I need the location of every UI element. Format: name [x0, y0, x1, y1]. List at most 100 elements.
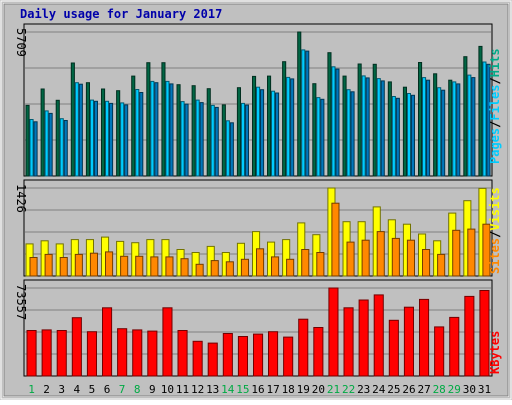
x-tick-label-day-7: 7	[119, 383, 126, 396]
legend-separator-3: /	[488, 231, 502, 238]
pages-files-hits-bar-hits-day-14	[221, 104, 226, 177]
panel-pages-files-hits-ymax-label: 5709	[14, 28, 28, 57]
legend-sites: Sites	[488, 238, 502, 274]
pages-files-hits-bar-hits-day-16	[252, 75, 257, 177]
kbytes-bar-kbytes-day-21	[328, 287, 339, 377]
x-tick-label-day-9: 9	[149, 383, 156, 396]
kbytes-bar-kbytes-day-29	[449, 316, 460, 377]
pages-files-hits-bar-hits-day-23	[357, 63, 362, 177]
x-tick-label-day-30: 30	[463, 383, 476, 396]
pages-files-hits-bar-pages-day-19	[305, 50, 310, 177]
pages-files-hits-bar-pages-day-26	[410, 94, 415, 177]
pages-files-hits-bar-pages-day-1	[33, 121, 38, 177]
pages-files-hits-bar-hits-day-1	[25, 104, 30, 177]
kbytes-bar-kbytes-day-23	[358, 299, 369, 377]
pages-files-hits-bar-hits-day-5	[85, 82, 91, 177]
pages-files-hits-bar-hits-day-7	[116, 90, 121, 177]
kbytes-bar-kbytes-day-6	[102, 307, 113, 377]
x-tick-label-day-6: 6	[104, 383, 111, 396]
sites-visits-bar-sites-day-23	[361, 239, 370, 277]
pages-files-hits-bar-hits-day-27	[418, 62, 423, 177]
pages-files-hits-bar-hits-day-11	[176, 84, 181, 177]
kbytes-bar-kbytes-day-16	[253, 333, 264, 377]
x-tick-label-day-27: 27	[417, 383, 430, 396]
pages-files-hits-bar-files-day-5	[89, 99, 95, 177]
pages-files-hits-bar-pages-day-29	[456, 83, 461, 177]
kbytes-bar-kbytes-day-18	[283, 336, 294, 377]
pages-files-hits-bar-files-day-11	[180, 101, 185, 177]
kbytes-bar-kbytes-day-25	[388, 319, 399, 377]
sites-visits-bar-sites-day-26	[406, 239, 415, 277]
pages-files-hits-bar-pages-day-10	[169, 83, 174, 177]
x-tick-label-day-15: 15	[236, 383, 249, 396]
sites-visits-bar-sites-day-9	[150, 256, 159, 277]
pages-files-hits-bar-pages-day-20	[320, 98, 325, 177]
kbytes-bar-kbytes-day-4	[71, 317, 82, 377]
pages-files-hits-bar-hits-day-21	[327, 52, 332, 177]
pages-files-hits-bar-hits-day-10	[161, 62, 166, 177]
sites-visits-bar-sites-day-6	[105, 251, 114, 277]
pages-files-hits-bar-files-day-23	[361, 75, 366, 177]
pages-files-hits-bar-hits-day-19	[297, 31, 302, 177]
sites-visits-bar-sites-day-11	[180, 258, 189, 277]
x-tick-label-day-28: 28	[433, 383, 446, 396]
pages-files-hits-bar-files-day-13	[210, 104, 215, 177]
kbytes-bar-kbytes-day-11	[177, 330, 188, 377]
pages-files-hits-bar-hits-day-6	[101, 88, 106, 177]
pages-files-hits-bar-pages-day-27	[426, 79, 431, 177]
sites-visits-bar-sites-day-18	[286, 258, 295, 277]
x-tick-label-day-19: 19	[297, 383, 310, 396]
kbytes-bar-kbytes-day-19	[298, 318, 309, 377]
kbytes-bar-kbytes-day-7	[117, 328, 128, 377]
pages-files-hits-bar-files-day-6	[105, 100, 110, 177]
pages-files-hits-bar-pages-day-13	[214, 106, 219, 177]
legend-files: Files	[488, 85, 502, 121]
pages-files-hits-bar-files-day-4	[74, 82, 79, 177]
kbytes-bar-kbytes-day-15	[237, 336, 248, 377]
x-tick-label-day-10: 10	[161, 383, 174, 396]
kbytes-bar-kbytes-day-14	[222, 333, 233, 377]
x-tick-label-day-16: 16	[251, 383, 264, 396]
panel-sites-visits-ymax-label: 1426	[14, 184, 28, 213]
pages-files-hits-bar-files-day-25	[391, 96, 396, 177]
pages-files-hits-bar-hits-day-29	[448, 79, 453, 177]
pages-files-hits-bar-files-day-26	[406, 93, 411, 177]
x-tick-label-day-4: 4	[73, 383, 80, 396]
x-tick-label-day-24: 24	[372, 383, 386, 396]
pages-files-hits-bar-hits-day-30	[463, 56, 468, 177]
kbytes-bar-kbytes-day-3	[56, 330, 67, 377]
pages-files-hits-bar-files-day-7	[120, 102, 125, 177]
x-tick-label-day-29: 29	[448, 383, 461, 396]
x-tick-label-day-22: 22	[342, 383, 355, 396]
sites-visits-bar-sites-day-4	[74, 253, 83, 277]
pages-files-hits-bar-pages-day-11	[184, 103, 189, 177]
pages-files-hits-bar-hits-day-26	[402, 86, 407, 177]
sites-visits-bar-sites-day-29	[452, 229, 461, 277]
pages-files-hits-bar-hits-day-3	[55, 99, 60, 177]
panel-kbytes-ymax-label: 73557	[14, 284, 28, 320]
x-tick-label-day-26: 26	[402, 383, 415, 396]
kbytes-bar-kbytes-day-5	[86, 331, 98, 377]
pages-files-hits-bar-hits-day-31	[478, 45, 483, 177]
pages-files-hits-bar-files-day-22	[346, 89, 351, 177]
x-tick-label-day-23: 23	[357, 383, 370, 396]
sites-visits-bar-sites-day-13	[210, 260, 219, 277]
pages-files-hits-bar-files-day-28	[437, 87, 442, 177]
legend-separator-1: /	[488, 121, 502, 128]
kbytes-bar-kbytes-day-31	[479, 290, 490, 377]
x-tick-label-day-14: 14	[221, 383, 235, 396]
x-tick-label-day-8: 8	[134, 383, 141, 396]
x-tick-label-day-18: 18	[282, 383, 295, 396]
pages-files-hits-bar-pages-day-3	[63, 120, 68, 177]
pages-files-hits-bar-pages-day-30	[471, 77, 476, 177]
sites-visits-bar-sites-day-22	[346, 241, 355, 277]
pages-files-hits-bar-pages-day-22	[350, 91, 355, 177]
kbytes-bar-kbytes-day-9	[147, 330, 158, 377]
pages-files-hits-bar-pages-day-23	[365, 77, 370, 177]
sites-visits-bar-sites-day-2	[44, 253, 53, 277]
legend-separator-2: /	[488, 77, 502, 84]
pages-files-hits-bar-files-day-1	[29, 119, 34, 177]
pages-files-hits-bar-files-day-27	[422, 77, 427, 177]
sites-visits-bar-sites-day-8	[135, 255, 144, 277]
